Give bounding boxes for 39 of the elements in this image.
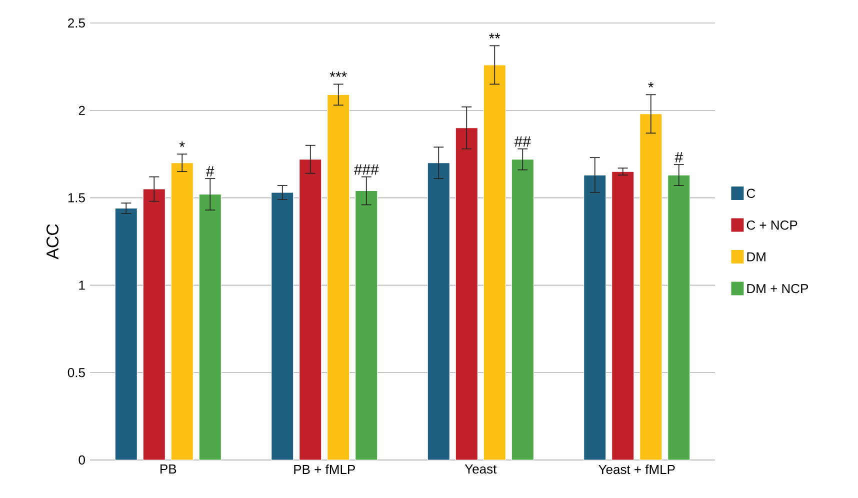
x-tick-label: PB bbox=[160, 464, 176, 474]
bar bbox=[114, 208, 138, 460]
bar bbox=[299, 159, 322, 460]
bar bbox=[327, 94, 350, 460]
y-tick-label: 2 bbox=[78, 106, 85, 115]
bar bbox=[640, 114, 662, 460]
bar bbox=[584, 174, 606, 460]
x-tick-label: PB + fMLP bbox=[294, 464, 355, 474]
bar bbox=[455, 128, 478, 460]
bar bbox=[198, 194, 222, 460]
y-axis-title: ACC bbox=[46, 224, 59, 260]
legend-label: DM + NCP bbox=[747, 284, 808, 294]
y-tick-label: 0 bbox=[78, 455, 85, 465]
y-tick-label: 2.5 bbox=[68, 18, 85, 28]
annotation: ## bbox=[514, 136, 531, 147]
annotation: # bbox=[206, 166, 214, 176]
annotation: * bbox=[648, 82, 654, 88]
bar bbox=[170, 162, 194, 460]
bar bbox=[483, 64, 506, 460]
annotation: # bbox=[674, 152, 683, 162]
y-tick-label: 1.5 bbox=[68, 193, 85, 202]
bar bbox=[142, 188, 166, 460]
bar bbox=[668, 174, 690, 460]
legend-label: C + NCP bbox=[746, 220, 798, 230]
bar bbox=[271, 192, 294, 460]
x-tick-label: Yeast bbox=[464, 464, 497, 474]
legend-label: C bbox=[746, 188, 756, 198]
annotation: * bbox=[179, 142, 185, 147]
annotation: *** bbox=[330, 72, 347, 77]
x-tick-label: Yeast + fMLP bbox=[598, 464, 675, 474]
y-tick-label: 0.5 bbox=[68, 368, 85, 378]
bar bbox=[511, 159, 534, 460]
legend-label: DM bbox=[747, 252, 766, 262]
y-tick-label: 1 bbox=[79, 280, 85, 290]
bar bbox=[612, 171, 634, 460]
annotation: ** bbox=[489, 33, 500, 38]
bar bbox=[427, 162, 450, 460]
bar bbox=[355, 190, 378, 460]
annotation: ### bbox=[354, 164, 379, 175]
